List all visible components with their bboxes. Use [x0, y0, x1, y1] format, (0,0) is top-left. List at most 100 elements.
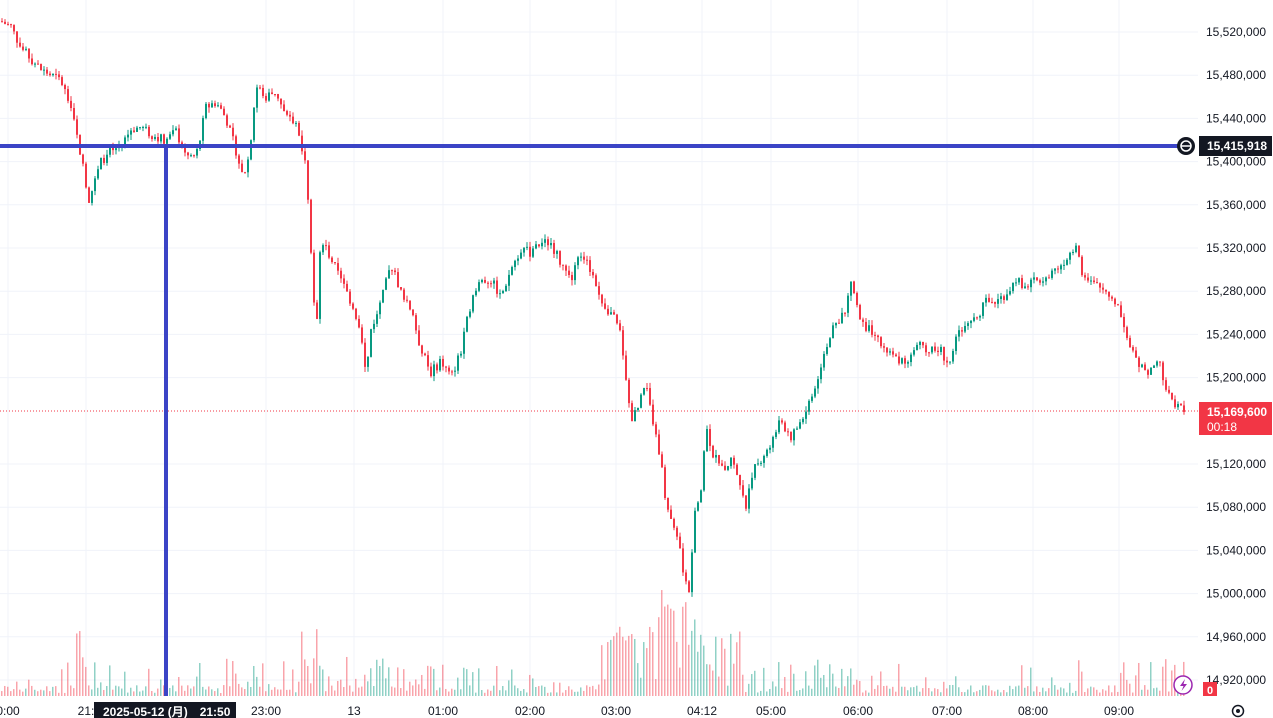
volume-bar [154, 692, 156, 696]
volume-bar [19, 689, 21, 696]
candle-body [232, 127, 234, 137]
candle-body [820, 367, 822, 380]
volume-bar [592, 685, 594, 696]
volume-bar [1033, 691, 1035, 696]
volume-bar [148, 668, 150, 696]
candle-body [397, 272, 399, 288]
candle-body [955, 336, 957, 352]
volume-bar [838, 687, 840, 696]
volume-bar [679, 667, 681, 696]
candle-body [301, 135, 303, 152]
volume-bar [1108, 685, 1110, 696]
candle-body [808, 400, 810, 412]
candle-body [184, 147, 186, 153]
candle-body [742, 485, 744, 496]
candle-body [445, 366, 447, 368]
volume-bar [835, 686, 837, 696]
volume-bar [613, 636, 615, 696]
candle-body [784, 422, 786, 432]
volume-bar [556, 692, 558, 696]
candle-body [931, 346, 933, 353]
candle-body [787, 431, 789, 433]
price-axis[interactable]: 15,520,000 15,480,000 15,440,000 15,400,000… [1206, 25, 1266, 687]
volume-bar [247, 681, 249, 696]
candle-body [802, 418, 804, 423]
chart-settings-icon[interactable] [1231, 704, 1245, 718]
volume-bar [955, 676, 957, 696]
candle-body [610, 312, 612, 315]
volume-bar [910, 687, 912, 696]
time-axis[interactable]: 0:00 21: 23:00 13 01:00 02:00 03:00 04:12 05:00 0… [0, 704, 1134, 718]
volume-bar [307, 665, 309, 696]
volume-bar [334, 690, 336, 696]
candle-body [343, 278, 345, 284]
volume-bar [1075, 690, 1077, 696]
candle-body [106, 154, 108, 163]
volume-bar [388, 667, 390, 696]
candle-body [412, 309, 414, 316]
candle-body [91, 191, 93, 203]
candle-body [100, 157, 102, 170]
candle-body [529, 246, 531, 257]
candle-body [691, 552, 693, 593]
flash-icon[interactable] [1173, 675, 1193, 695]
volume-bar [535, 686, 537, 696]
candle-body [136, 127, 138, 132]
volume-bar [1036, 686, 1038, 696]
candle-body [130, 130, 132, 135]
candle-body [238, 155, 240, 164]
candle-body [505, 285, 507, 291]
volume-bar [1120, 672, 1122, 696]
y-tick-label: 15,080,000 [1206, 500, 1266, 514]
candle-body [88, 187, 90, 203]
volume-bar [1105, 690, 1107, 696]
volume-bar [1087, 688, 1089, 696]
candle-body [211, 103, 213, 108]
crosshair-time-tag: 2025-05-12 (月) 21:50 [103, 705, 231, 718]
volume-bar [880, 671, 882, 696]
candle-body [631, 403, 633, 422]
candle-body [973, 317, 975, 321]
candle-body [886, 347, 888, 353]
candle-body [778, 420, 780, 433]
candle-body [436, 364, 438, 371]
volume-bar [532, 678, 534, 696]
volume-bar [646, 648, 648, 696]
candle-body [112, 148, 114, 151]
volume-bar [442, 664, 444, 696]
candle-body [739, 474, 741, 486]
volume-bar [217, 688, 219, 696]
candle-body [583, 256, 585, 260]
volume-bar [1138, 662, 1140, 696]
volume-bar [868, 692, 870, 696]
candle-body [814, 388, 816, 397]
volume-bar [946, 688, 948, 696]
volume-bar [379, 666, 381, 696]
volume-bar [298, 681, 300, 696]
volume-bar [370, 668, 372, 696]
volume-bar [919, 691, 921, 696]
volume-bar [802, 688, 804, 696]
candle-body [1036, 277, 1038, 281]
volume-bar [658, 617, 660, 696]
volume-bar [619, 626, 621, 696]
candle-body [988, 297, 990, 302]
volume-bar [511, 669, 513, 696]
candle-body [532, 248, 534, 257]
candle-body [61, 77, 63, 86]
volume-bar [232, 661, 234, 696]
crosshair-marker-icon[interactable] [1177, 137, 1195, 155]
volume-bar [568, 686, 570, 696]
candle-body [481, 279, 483, 283]
candlestick-series [1, 18, 1185, 597]
candle-body [661, 454, 663, 468]
candle-body [187, 152, 189, 156]
candle-body [760, 462, 762, 464]
volume-bar [352, 691, 354, 696]
candle-body [925, 345, 927, 353]
volume-bar [667, 604, 669, 696]
candle-body [979, 315, 981, 318]
candle-body [1069, 252, 1071, 260]
volume-bar [1081, 671, 1083, 696]
